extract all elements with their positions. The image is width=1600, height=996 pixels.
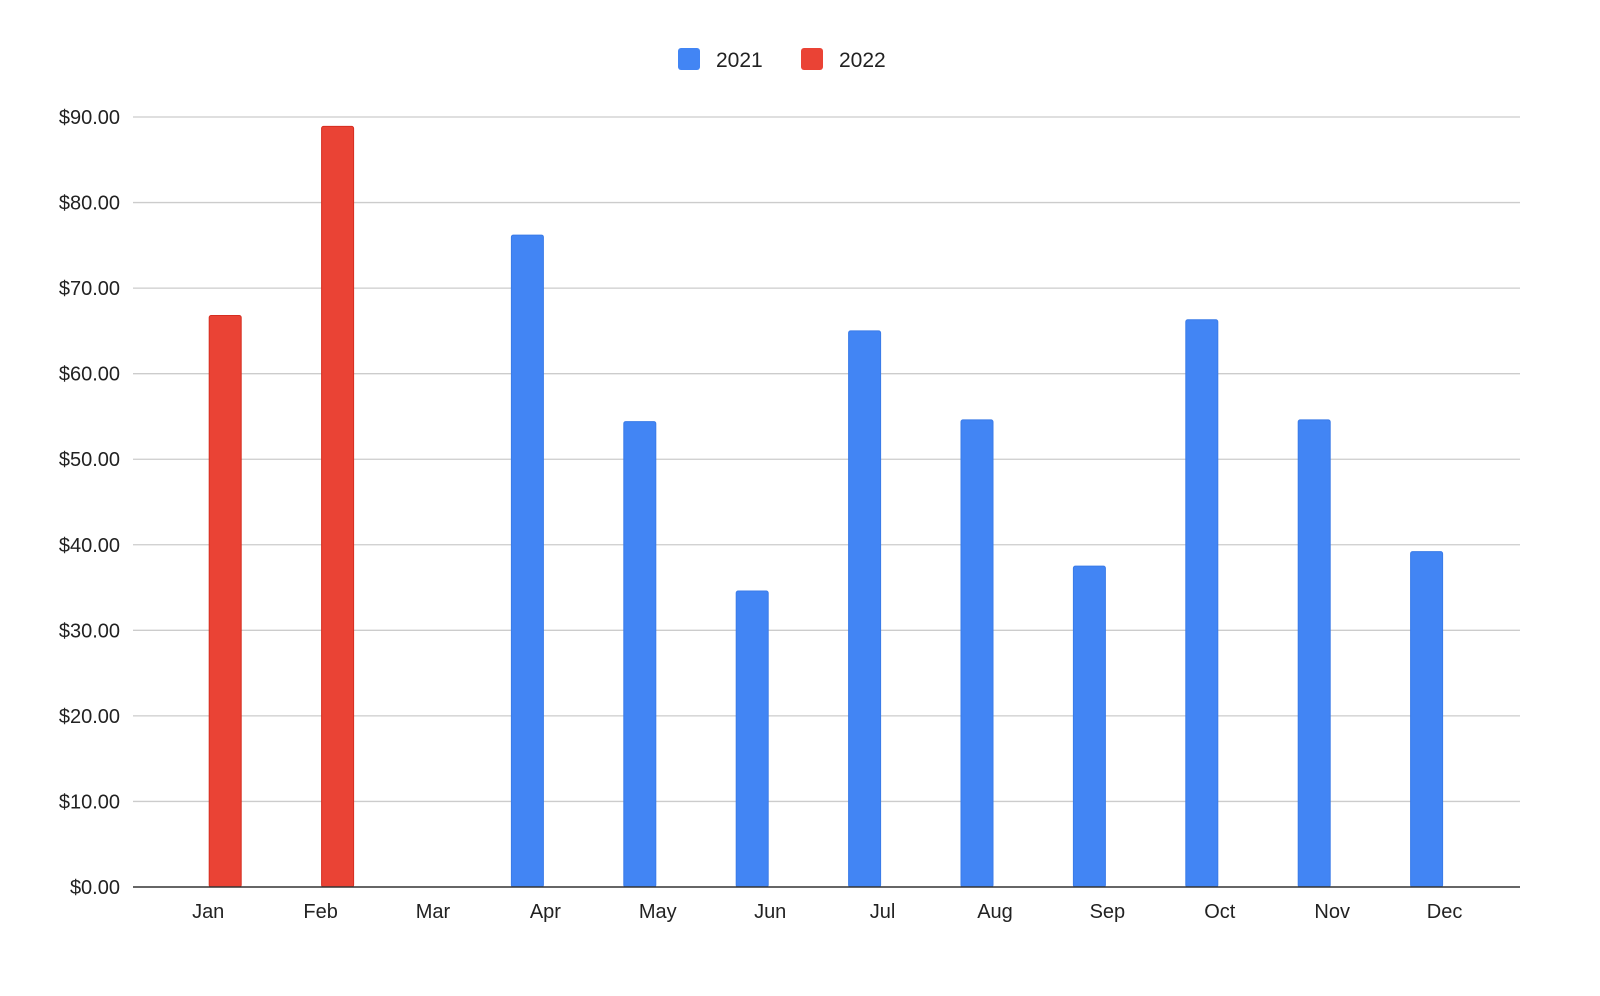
y-tick-label: $40.00 <box>59 535 120 557</box>
x-tick-label: Aug <box>977 901 1013 923</box>
bar-2021-Jul <box>848 330 882 888</box>
x-tick-label: Sep <box>1090 901 1126 923</box>
y-tick-label: $20.00 <box>59 706 120 728</box>
y-tick-label: $30.00 <box>59 620 120 642</box>
legend-label: 2021 <box>716 49 763 72</box>
bar-2021-Apr <box>510 234 544 888</box>
gridlines <box>133 116 1520 803</box>
x-tick-label: Mar <box>416 901 451 923</box>
bar-2021-Oct <box>1185 319 1219 888</box>
x-tick-label: Dec <box>1427 901 1463 923</box>
bar-2021-Dec <box>1410 551 1444 888</box>
bar-2022-Feb <box>321 125 355 888</box>
legend-swatch-2021 <box>678 48 700 70</box>
y-axis-ticks: $0.00 $10.00 $20.00 $30.00 $40.00 $50.00 $60.0… <box>59 107 120 899</box>
y-tick-label: $80.00 <box>59 193 120 215</box>
x-tick-label: Apr <box>530 901 561 923</box>
x-tick-label: Jul <box>870 901 896 923</box>
legend: 2021 2022 <box>678 48 886 72</box>
bar-2021-Sep <box>1072 565 1106 888</box>
y-tick-label: $90.00 <box>59 107 120 129</box>
y-tick-label: $0.00 <box>70 877 120 899</box>
x-tick-label: Nov <box>1314 901 1350 923</box>
bar-2022-Jan <box>208 314 242 888</box>
y-tick-label: $10.00 <box>59 791 120 813</box>
x-tick-label: May <box>639 901 677 923</box>
x-tick-label: Feb <box>303 901 337 923</box>
x-tick-label: Jan <box>192 901 224 923</box>
y-tick-label: $70.00 <box>59 278 120 300</box>
bars <box>208 125 1444 888</box>
x-tick-label: Oct <box>1204 901 1236 923</box>
x-tick-label: Jun <box>754 901 786 923</box>
bar-2021-Jun <box>735 590 769 888</box>
bar-2021-May <box>623 421 657 888</box>
legend-label: 2022 <box>839 49 886 72</box>
bar-2021-Aug <box>960 419 994 888</box>
x-axis-ticks: Jan Feb Mar Apr May Jun Jul Aug Sep Oct Nov Dec <box>192 901 1462 923</box>
y-tick-label: $50.00 <box>59 449 120 471</box>
bar-2021-Nov <box>1297 419 1331 888</box>
y-tick-label: $60.00 <box>59 364 120 386</box>
legend-swatch-2022 <box>801 48 823 70</box>
